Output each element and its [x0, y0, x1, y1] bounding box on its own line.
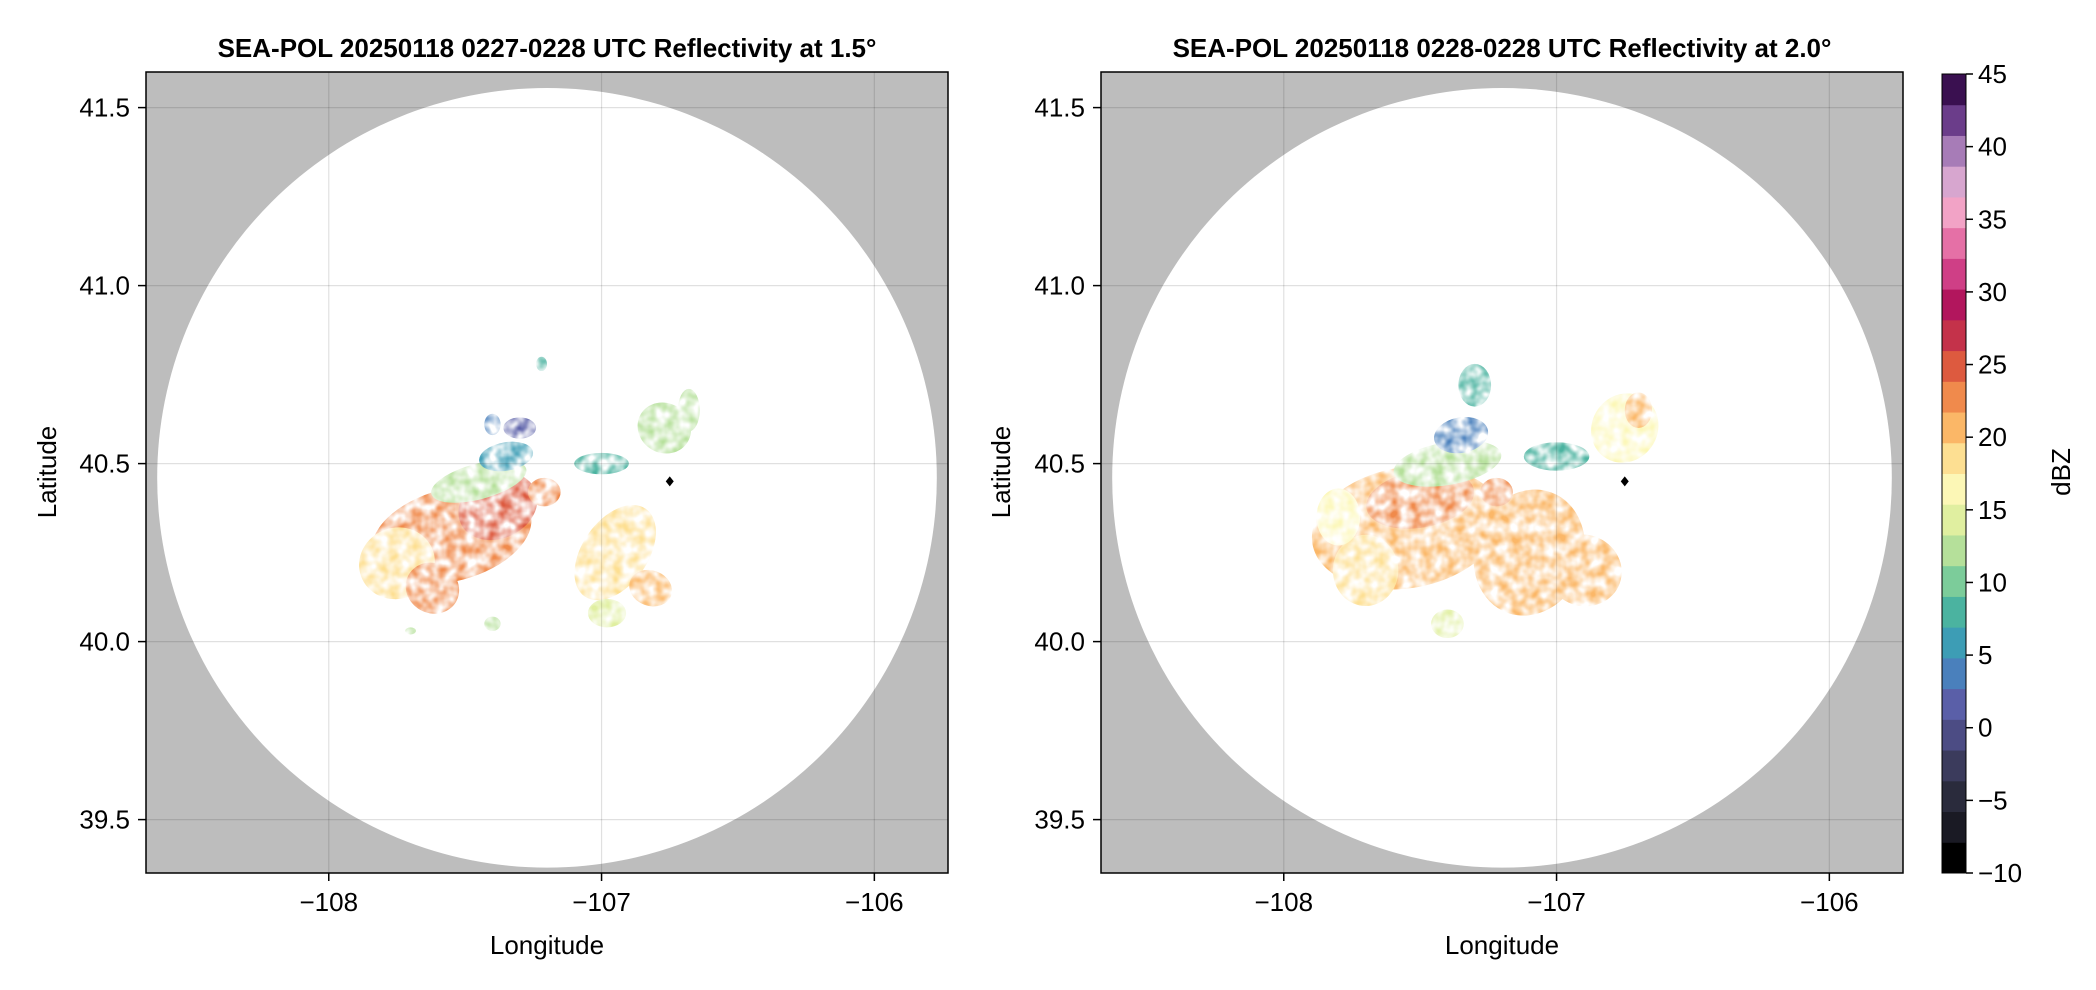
colorbar-bin	[1942, 811, 1966, 843]
x-axis-label: Longitude	[490, 930, 604, 960]
colorbar-tick-label: 45	[1978, 59, 2007, 89]
y-axis-label: Latitude	[32, 426, 62, 519]
colorbar-tick-label: 40	[1978, 132, 2007, 162]
plot-area: −108 −107 −106 39.5 40.0 40.5 41.0 41.5	[1034, 71, 1904, 917]
plot-area: −108 −107 −106 39.5 40.0 40.5 41.0 41.5	[79, 71, 949, 917]
y-tick-label: 39.5	[1034, 805, 1085, 835]
axes-frame	[145, 71, 949, 874]
x-tick-label: −107	[572, 887, 631, 917]
colorbar-bin	[1942, 688, 1966, 720]
colorbar-bin	[1942, 104, 1966, 136]
colorbar-bin	[1942, 719, 1966, 751]
colorbar-tick-label: 15	[1978, 495, 2007, 525]
echo-cell	[405, 627, 417, 635]
colorbar-tick-label: 35	[1978, 204, 2007, 234]
colorbar-bin	[1942, 350, 1966, 382]
panel-title: SEA-POL 20250118 0227-0228 UTC Reflectiv…	[218, 33, 877, 63]
colorbar-bin	[1942, 196, 1966, 229]
y-tick-label: 40.0	[79, 627, 130, 657]
reflectivity-echoes	[1311, 363, 1659, 639]
echo-cell	[1523, 442, 1590, 471]
colorbar-bin	[1942, 74, 1966, 106]
colorbar-bin	[1942, 750, 1966, 782]
colorbar-bin	[1942, 842, 1966, 874]
x-tick-label: −107	[1527, 887, 1586, 917]
x-tick-label: −108	[1254, 887, 1313, 917]
echo-cell	[587, 598, 627, 628]
colorbar-bin	[1942, 319, 1966, 352]
colorbar-bin	[1942, 534, 1966, 567]
x-axis-label: Longitude	[1445, 930, 1559, 960]
echo-cell	[1431, 609, 1464, 639]
colorbar-tick-label: −10	[1978, 858, 2022, 888]
y-tick-label: 39.5	[79, 805, 130, 835]
colorbar-tick-label: −5	[1978, 785, 2008, 815]
colorbar-tick-label: 10	[1978, 567, 2007, 597]
echo-cell	[1316, 488, 1361, 546]
y-tick-label: 41.0	[1034, 271, 1085, 301]
reflectivity-panel-2: SEA-POL 20250118 0228-0228 UTC Reflectiv…	[986, 33, 1904, 960]
colorbar-bin	[1942, 473, 1966, 505]
echo-cell	[527, 477, 561, 507]
y-tick-label: 41.5	[1034, 93, 1085, 123]
site-marker	[665, 476, 674, 487]
echo-cell	[503, 417, 537, 439]
y-tick-label: 41.0	[79, 271, 130, 301]
colorbar-bin	[1942, 627, 1966, 659]
colorbar-bin	[1942, 412, 1966, 444]
echo-cell	[1545, 534, 1622, 607]
y-tick-label: 41.5	[79, 93, 130, 123]
echo-cell	[629, 569, 673, 607]
axes-frame	[1100, 71, 1904, 874]
y-tick-label: 40.5	[79, 449, 130, 479]
echo-cell	[1434, 416, 1489, 454]
colorbar-bin	[1942, 780, 1966, 813]
colorbar-bin	[1942, 166, 1966, 198]
colorbar-tick-label: 20	[1978, 422, 2007, 452]
colorbar-tick-label: 25	[1978, 350, 2007, 380]
colorbar-bin	[1942, 258, 1966, 290]
colorbar-bin	[1942, 504, 1966, 536]
panel-title: SEA-POL 20250118 0228-0228 UTC Reflectiv…	[1173, 33, 1832, 63]
radar-coverage-disc	[157, 88, 937, 868]
y-tick-label: 40.0	[1034, 627, 1085, 657]
echo-cell	[1458, 363, 1492, 407]
echo-cell	[677, 388, 700, 432]
echo-cell	[536, 356, 547, 372]
colorbar-bin	[1942, 289, 1966, 321]
colorbar-bin	[1942, 135, 1966, 167]
reflectivity-echoes	[359, 356, 700, 635]
colorbar-tick-label: 5	[1978, 640, 1992, 670]
colorbar-tick-label: 0	[1978, 713, 1992, 743]
colorbar-frame	[1941, 73, 1967, 874]
colorbar-bin	[1942, 227, 1966, 259]
y-tick-label: 40.5	[1034, 449, 1085, 479]
echo-cell	[1393, 440, 1502, 487]
radar-coverage-disc	[1112, 88, 1892, 868]
echo-cell	[637, 402, 692, 454]
echo-cell	[574, 452, 629, 475]
colorbar-bin	[1942, 442, 1966, 474]
y-axis-label: Latitude	[986, 426, 1016, 519]
colorbar: −10 −5 0 5 10 15 20 25 30 35 40 45 dBZ	[1941, 59, 2076, 888]
colorbar-label: dBZ	[2046, 448, 2076, 496]
colorbar-bin	[1942, 565, 1966, 597]
colorbar-tick-label: 30	[1978, 277, 2007, 307]
site-marker	[1620, 476, 1629, 487]
echo-cell	[479, 441, 534, 472]
echo-cell	[484, 413, 501, 436]
colorbar-bin	[1942, 657, 1966, 690]
echo-cell	[1480, 477, 1513, 507]
echo-cell	[1624, 392, 1653, 429]
colorbar-bin	[1942, 381, 1966, 413]
echo-cell	[405, 562, 460, 614]
x-tick-label: −106	[1800, 887, 1859, 917]
echo-cell	[484, 616, 501, 631]
reflectivity-panel-1: SEA-POL 20250118 0227-0228 UTC Reflectiv…	[32, 33, 949, 960]
x-tick-label: −108	[299, 887, 358, 917]
echo-cell	[1332, 534, 1399, 607]
colorbar-bin	[1942, 596, 1966, 628]
x-tick-label: −106	[845, 887, 904, 917]
